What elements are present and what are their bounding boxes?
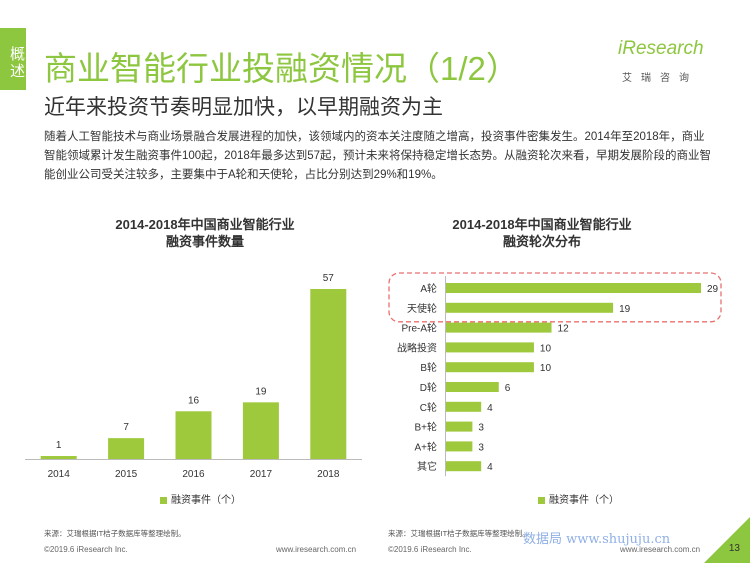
copyright-right: ©2019.6 iResearch Inc. (388, 545, 472, 554)
data-label-A轮: 29 (707, 284, 719, 295)
watermark-text: 数据局 www.shujuju.cn (523, 532, 671, 547)
legend-round-distribution: 融资事件（个） (538, 491, 619, 506)
x-tick-label-2014: 2014 (48, 469, 71, 480)
data-label-天使轮: 19 (619, 304, 631, 315)
page-title: 商业智能行业投融资情况（1/2） (44, 50, 519, 87)
bar-B轮 (446, 362, 534, 373)
bar-2015 (108, 438, 145, 459)
chart-title-funding-count: 2014-2018年中国商业智能行业 融资事件数量 (95, 216, 315, 250)
legend-funding-count: 融资事件（个） (160, 491, 241, 506)
data-label-2015: 7 (123, 422, 129, 433)
y-tick-label-战略投资: 战略投资 (397, 341, 437, 354)
data-label-C轮: 4 (487, 403, 493, 414)
x-tick-label-2015: 2015 (115, 469, 138, 480)
data-label-2016: 16 (188, 395, 200, 406)
bar-2016 (175, 411, 212, 459)
page-subtitle: 近年来投资节奏明显加快，以早期融资为主 (44, 96, 443, 119)
legend-label: 融资事件（个） (171, 495, 241, 506)
url-left: www.iresearch.com.cn (276, 545, 357, 554)
bar-Pre-A轮 (446, 322, 552, 333)
chart-title-line: 融资事件数量 (165, 234, 244, 249)
data-label-其它: 4 (487, 462, 493, 473)
data-label-Pre-A轮: 12 (558, 324, 570, 335)
page-number: 13 (728, 543, 740, 554)
iresearch-logo: iResearch 艾瑞咨询 (618, 38, 710, 88)
bar-A轮 (446, 283, 701, 293)
bar-C轮 (446, 401, 482, 412)
data-label-A+轮: 3 (478, 442, 484, 453)
corner-decoration (704, 517, 750, 563)
x-tick-label-2018: 2018 (317, 469, 340, 480)
y-tick-label-A+轮: A+轮 (414, 440, 437, 453)
data-label-B+轮: 3 (478, 423, 484, 434)
y-tick-label-天使轮: 天使轮 (407, 302, 437, 315)
bar-天使轮 (446, 302, 614, 313)
highlight-box (388, 272, 722, 323)
bar-D轮 (446, 382, 499, 392)
bar-B+轮 (446, 421, 473, 432)
legend-swatch (160, 496, 167, 504)
chart-title-round-distribution: 2014-2018年中国商业智能行业 融资轮次分布 (432, 216, 652, 250)
y-tick-label-C轮: C轮 (420, 401, 437, 414)
data-label-2017: 19 (255, 386, 267, 397)
data-label-2018: 57 (323, 273, 335, 284)
y-tick-label-Pre-A轮: Pre-A轮 (401, 322, 437, 335)
source-note-left: 来源：艾瑞根据IT桔子数据库等整理绘制。 (44, 529, 186, 538)
legend-label: 融资事件（个） (549, 495, 619, 506)
y-tick-label-B+轮: B+轮 (414, 421, 437, 434)
page-description: 随着人工智能技术与商业场景融合发展进程的加快，该领域内的资本关注度随之增高，投资… (44, 131, 712, 181)
url-right: www.iresearch.com.cn (620, 545, 701, 554)
data-label-B轮: 10 (540, 363, 552, 374)
data-label-D轮: 6 (505, 383, 511, 394)
chart-title-line: 2014-2018年中国商业智能行业 (452, 217, 632, 232)
source-note-right: 来源：艾瑞根据IT桔子数据库等整理绘制。 (388, 529, 530, 538)
data-label-2014: 1 (56, 440, 62, 451)
bar-2017 (242, 402, 279, 459)
bar-2014 (40, 456, 77, 459)
bar-战略投资 (446, 342, 534, 353)
logo-wordmark: iResearch (618, 38, 704, 59)
bar-A+轮 (446, 441, 473, 452)
y-tick-label-D轮: D轮 (420, 381, 437, 394)
x-tick-label-2017: 2017 (250, 469, 273, 480)
bar-其它 (446, 461, 482, 472)
section-tab: 概述 (0, 28, 26, 90)
logo-chinese: 艾瑞咨询 (622, 73, 698, 84)
chart-title-line: 2014-2018年中国商业智能行业 (115, 217, 295, 232)
x-tick-label-2016: 2016 (182, 469, 205, 480)
data-label-战略投资: 10 (540, 343, 552, 354)
y-tick-label-B轮: B轮 (420, 361, 437, 374)
bar-2018 (310, 289, 347, 459)
legend-swatch (538, 496, 545, 504)
copyright-left: ©2019.6 iResearch Inc. (44, 545, 128, 554)
y-tick-label-A轮: A轮 (420, 282, 437, 295)
chart-title-line: 融资轮次分布 (502, 234, 581, 249)
y-tick-label-其它: 其它 (417, 460, 437, 473)
